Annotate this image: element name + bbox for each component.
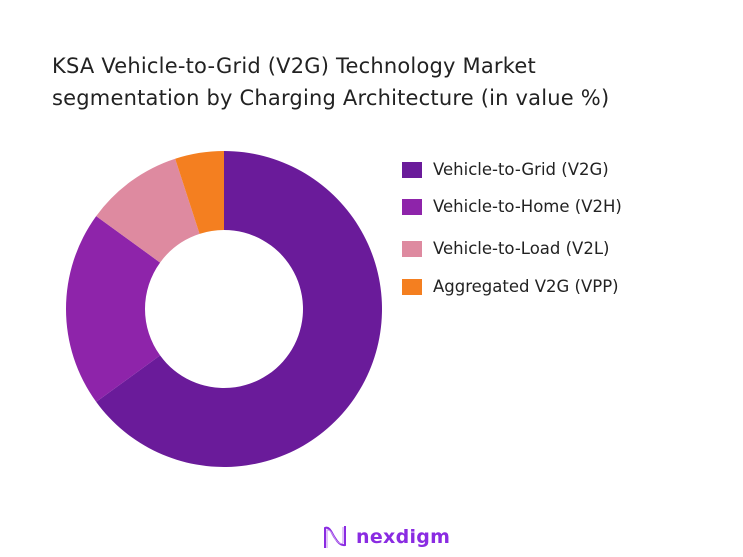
- donut-slice-2: [96, 158, 200, 263]
- legend-item-v2g: Vehicle-to-Grid (V2G): [402, 156, 622, 183]
- chart-title: KSA Vehicle-to-Grid (V2G) Technology Mar…: [52, 50, 609, 114]
- logo-text: nexdigm: [356, 526, 451, 548]
- donut-slice-1: [66, 216, 161, 402]
- legend-item-vpp: Aggregated V2G (VPP): [402, 268, 622, 305]
- legend-label: Vehicle-to-Load (V2L): [433, 239, 610, 258]
- chart-title-line-1: KSA Vehicle-to-Grid (V2G) Technology Mar…: [52, 54, 536, 78]
- legend-swatch: [402, 240, 422, 257]
- legend-item-v2l: Vehicle-to-Load (V2L): [402, 230, 622, 267]
- legend-label: Vehicle-to-Home (V2H): [433, 197, 622, 216]
- legend-label: Aggregated V2G (VPP): [433, 277, 619, 296]
- legend-item-v2h: Vehicle-to-Home (V2H): [402, 193, 622, 220]
- donut-slice-3: [175, 151, 224, 234]
- legend-label: Vehicle-to-Grid (V2G): [433, 160, 609, 179]
- legend-swatch: [402, 198, 422, 215]
- nexdigm-logo: nexdigm: [322, 524, 450, 550]
- legend: Vehicle-to-Grid (V2G) Vehicle-to-Home (V…: [402, 156, 622, 306]
- chart-title-line-2: segmentation by Charging Architecture (i…: [52, 86, 610, 110]
- legend-swatch: [402, 161, 422, 178]
- logo-wave-icon: [324, 526, 346, 548]
- legend-swatch: [402, 278, 422, 295]
- donut-slice-0: [96, 151, 382, 468]
